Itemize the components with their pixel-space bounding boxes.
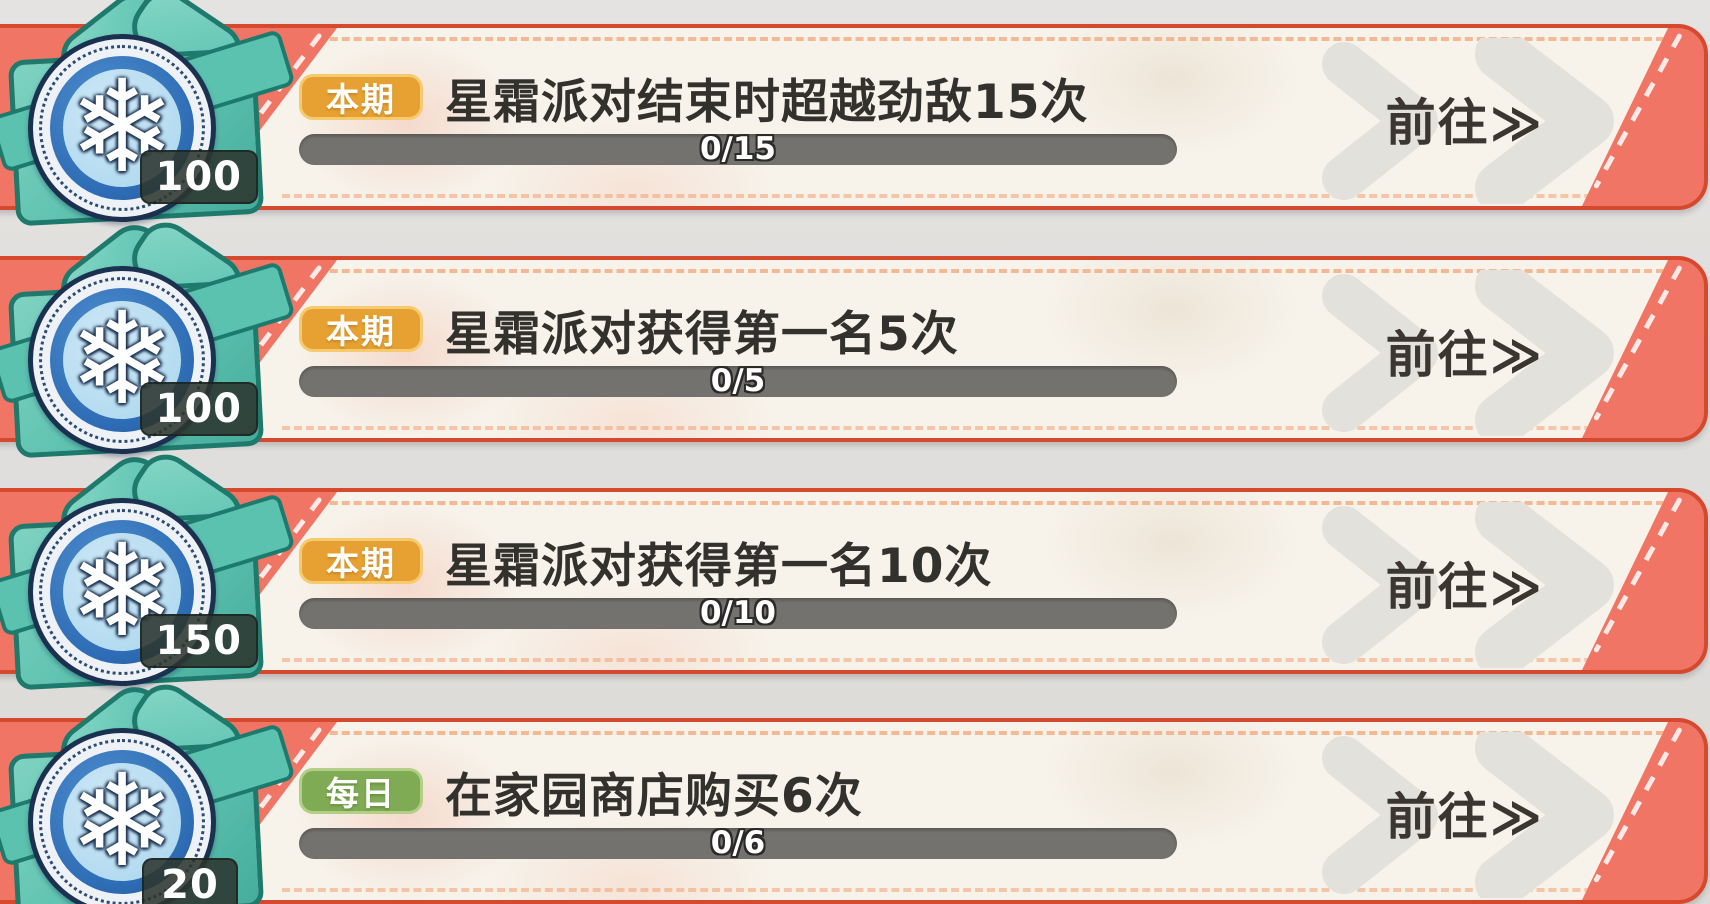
task-tag-label: 本期 (326, 544, 396, 583)
go-button[interactable]: 前往≫ (1385, 94, 1544, 152)
coin-tick-ring (39, 45, 205, 211)
task-tag-label: 本期 (326, 312, 396, 351)
go-button[interactable]: 前往≫ (1385, 326, 1544, 384)
go-button[interactable]: 前往≫ (1385, 558, 1544, 616)
stitch-line (282, 731, 1664, 735)
reward-amount-badge: 150 (139, 614, 258, 668)
reward-amount-badge: 100 (139, 382, 258, 436)
coin-tick-ring (39, 509, 205, 675)
quest-row: 本期 星霜派对结束时超越劲敌15次 0/15 前往≫ (0, 0, 1710, 227)
stitch-line (282, 426, 1664, 430)
coin-tick-ring (39, 739, 205, 904)
reward-amount-badge: 100 (139, 150, 258, 204)
reward-gift-icon: ❄ 100 (0, 211, 296, 459)
task-tag-label: 每日 (326, 774, 396, 813)
task-tag-label: 本期 (326, 80, 396, 119)
task-tag: 每日 (299, 768, 423, 814)
progress-text: 0/6 (710, 825, 766, 861)
quest-row: 每日 在家园商店购买6次 0/6 前往≫ ❄ (0, 673, 1710, 904)
go-button[interactable]: 前往≫ (1385, 788, 1544, 846)
progress-bar: 0/10 (299, 598, 1177, 629)
reward-amount-badge: 20 (142, 858, 238, 904)
progress-text: 0/15 (699, 131, 777, 167)
progress-bar: 0/6 (299, 828, 1177, 859)
stitch-line (282, 194, 1664, 198)
chevron-right-watermark-icon (1316, 732, 1646, 898)
progress-text: 0/5 (710, 363, 766, 399)
task-content: 本期 星霜派对获得第一名10次 0/10 (299, 536, 1177, 629)
reward-gift-icon: ❄ 150 (0, 443, 296, 691)
task-tag: 本期 (299, 538, 423, 584)
chevron-right-watermark-icon (1316, 38, 1646, 204)
task-tag: 本期 (299, 74, 423, 120)
progress-text: 0/10 (699, 595, 777, 631)
quest-row: 本期 星霜派对获得第一名5次 0/5 前往≫ ❄ (0, 211, 1710, 459)
task-tag: 本期 (299, 306, 423, 352)
task-title: 星霜派对获得第一名10次 (445, 538, 993, 594)
stitch-line (282, 501, 1664, 505)
task-content: 本期 星霜派对获得第一名5次 0/5 (299, 304, 1177, 397)
stitch-line (282, 37, 1664, 41)
task-content: 每日 在家园商店购买6次 0/6 (299, 766, 1177, 859)
progress-bar: 0/5 (299, 366, 1177, 397)
stitch-line (282, 888, 1664, 892)
task-content: 本期 星霜派对结束时超越劲敌15次 0/15 (299, 72, 1177, 165)
task-title: 星霜派对结束时超越劲敌15次 (445, 74, 1089, 130)
chevron-right-watermark-icon (1316, 502, 1646, 668)
progress-bar: 0/15 (299, 134, 1177, 165)
task-title: 星霜派对获得第一名5次 (445, 306, 959, 362)
quest-row: 本期 星霜派对获得第一名10次 0/10 前往≫ (0, 443, 1710, 691)
chevron-right-watermark-icon (1316, 270, 1646, 436)
stitch-line (282, 658, 1664, 662)
coin-tick-ring (39, 277, 205, 443)
reward-gift-icon: ❄ 20 (0, 673, 296, 904)
task-title: 在家园商店购买6次 (445, 768, 863, 824)
reward-gift-icon: ❄ 100 (0, 0, 296, 227)
stitch-line (282, 269, 1664, 273)
